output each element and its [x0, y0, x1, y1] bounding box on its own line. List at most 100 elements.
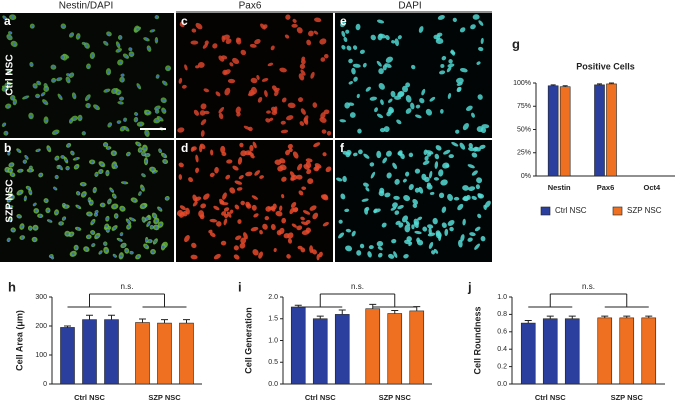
- nucleus: [57, 77, 61, 81]
- nucleus: [155, 15, 159, 19]
- y-axis-label: Cell Roundness: [472, 306, 482, 374]
- cell: [232, 165, 239, 171]
- nucleus: [162, 245, 165, 249]
- cell: [348, 58, 353, 64]
- nucleus: [82, 193, 86, 196]
- nucleus: [49, 254, 53, 258]
- cell: [254, 170, 261, 176]
- y-tick-label: 50%: [517, 126, 531, 133]
- x-tick-label: Nestin: [548, 183, 571, 192]
- nucleus: [7, 152, 11, 155]
- nucleus: [28, 190, 32, 194]
- cell: [296, 225, 303, 231]
- nucleus: [150, 225, 153, 229]
- nucleus: [136, 255, 140, 258]
- nucleus: [2, 123, 6, 127]
- y-tick-label: 0.6: [497, 329, 507, 336]
- cell: [435, 145, 442, 151]
- cell: [252, 141, 257, 149]
- cell: [348, 81, 353, 85]
- nucleus: [130, 251, 133, 255]
- panel-letter: g: [512, 36, 520, 51]
- nucleus: [112, 194, 116, 198]
- cell: [243, 125, 251, 130]
- cell: [436, 32, 443, 37]
- cell: [222, 34, 230, 40]
- nucleus: [158, 149, 162, 153]
- cell: [240, 200, 245, 206]
- y-axis-label: Cell Area (μm): [14, 310, 24, 371]
- cell: [227, 78, 236, 84]
- nucleus: [55, 156, 59, 160]
- nucleus: [144, 160, 148, 163]
- cell: [221, 202, 229, 206]
- nucleus: [78, 116, 82, 120]
- nucleus: [93, 188, 97, 192]
- cell: [249, 144, 254, 152]
- cell: [369, 96, 378, 101]
- bar: [619, 317, 635, 385]
- cell: [427, 232, 436, 237]
- cell: [355, 23, 361, 31]
- nucleus: [162, 98, 165, 102]
- nucleus: [129, 47, 132, 51]
- nucleus: [8, 35, 11, 39]
- bracket: [142, 294, 187, 308]
- cell: [397, 151, 403, 157]
- cell: [178, 174, 183, 180]
- nucleus: [85, 247, 88, 251]
- cell: [247, 151, 254, 156]
- cell: [455, 129, 460, 134]
- cell: [229, 187, 236, 194]
- cell: [422, 160, 430, 165]
- cell: [192, 194, 198, 202]
- nucleus: [88, 212, 91, 216]
- nucleus: [106, 228, 109, 232]
- nucleus: [120, 78, 124, 81]
- nucleus: [112, 163, 116, 167]
- nucleus: [110, 188, 113, 192]
- nucleus: [125, 127, 128, 131]
- cell: [352, 45, 358, 50]
- cell: [356, 250, 362, 256]
- cell: [381, 222, 387, 228]
- nucleus: [23, 160, 27, 163]
- nucleus: [86, 96, 90, 99]
- y-tick-label: 100: [35, 352, 47, 359]
- y-axis-label: Cell Generation: [243, 307, 253, 374]
- nucleus: [155, 39, 158, 42]
- cell: [273, 106, 278, 114]
- nucleus: [19, 169, 22, 173]
- nucleus: [151, 29, 154, 33]
- cell: [296, 174, 303, 180]
- cell: [289, 207, 295, 215]
- nucleus: [100, 162, 104, 166]
- cell: [476, 126, 484, 132]
- cell: [257, 96, 263, 103]
- nucleus: [123, 118, 127, 122]
- cell: [429, 96, 436, 102]
- cell: [449, 226, 454, 232]
- error-bar: [524, 319, 532, 324]
- error-bar: [316, 315, 324, 319]
- cell: [250, 77, 258, 84]
- nucleus: [54, 131, 58, 134]
- cell: [397, 35, 402, 40]
- cell: [252, 249, 259, 256]
- cell: [292, 18, 297, 23]
- cell: [439, 70, 446, 75]
- cell: [223, 207, 230, 212]
- cell: [312, 212, 319, 220]
- cell: [365, 86, 371, 92]
- nucleus: [99, 251, 102, 254]
- annotation: n.s.: [121, 282, 134, 291]
- cell: [392, 162, 398, 170]
- cell: [243, 232, 248, 240]
- cell: [467, 237, 473, 242]
- cell: [209, 232, 216, 238]
- cell: [392, 202, 398, 208]
- cell: [459, 67, 468, 73]
- cell: [477, 94, 483, 100]
- nucleus: [24, 197, 27, 200]
- cell: [385, 56, 393, 63]
